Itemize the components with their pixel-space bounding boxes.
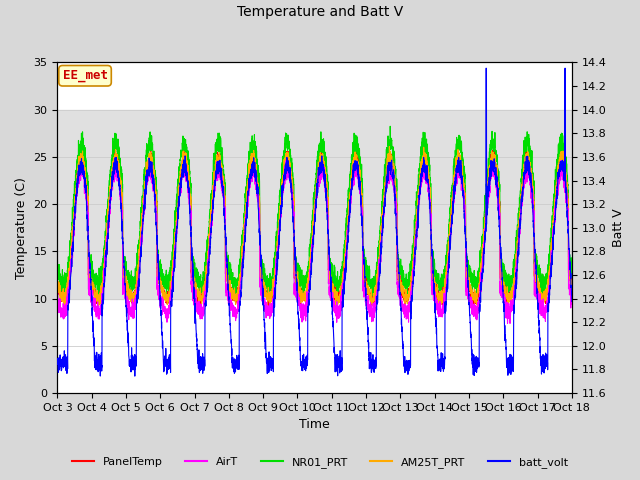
Y-axis label: Batt V: Batt V — [612, 208, 625, 247]
Text: EE_met: EE_met — [63, 69, 108, 82]
Y-axis label: Temperature (C): Temperature (C) — [15, 177, 28, 279]
X-axis label: Time: Time — [300, 419, 330, 432]
Bar — [58, 109, 572, 299]
Text: Temperature and Batt V: Temperature and Batt V — [237, 5, 403, 19]
Legend: PanelTemp, AirT, NR01_PRT, AM25T_PRT, batt_volt: PanelTemp, AirT, NR01_PRT, AM25T_PRT, ba… — [68, 452, 572, 472]
